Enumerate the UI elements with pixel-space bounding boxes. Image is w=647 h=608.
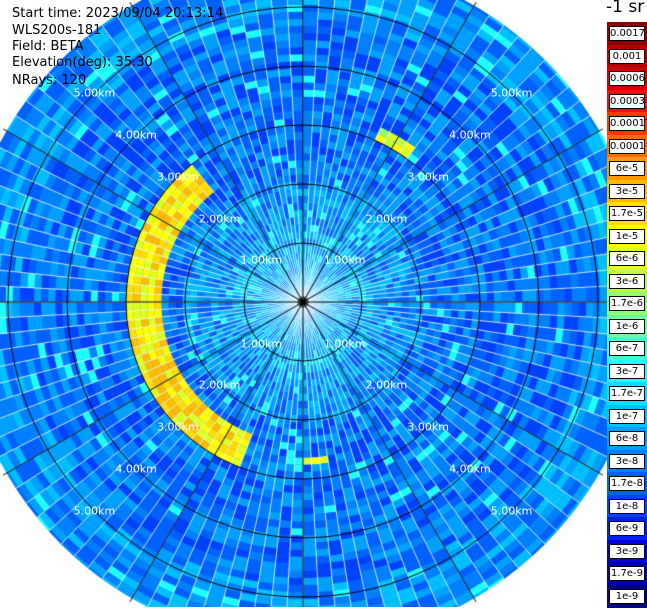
colorbar-label: 0.0003 bbox=[609, 94, 645, 109]
elevation-text: Elevation(deg): 35.30 bbox=[12, 55, 153, 70]
range-ring-label: 2.00km bbox=[366, 212, 408, 225]
colorbar-label: 3e-6 bbox=[609, 274, 645, 289]
colorbar-label: 6e-5 bbox=[609, 161, 645, 176]
field-text: Field: BETA bbox=[12, 39, 83, 54]
colorbar-label: 6e-9 bbox=[609, 521, 645, 536]
range-ring-label: 1.00km bbox=[240, 254, 282, 267]
colorbar-label: 3e-5 bbox=[609, 184, 645, 199]
colorbar-label: 3e-7 bbox=[609, 364, 645, 379]
range-ring-label: 5.00km bbox=[74, 87, 116, 100]
range-ring-label: 4.00km bbox=[449, 129, 491, 142]
range-ring-label: 2.00km bbox=[199, 379, 241, 392]
range-ring-label: 2.00km bbox=[199, 212, 241, 225]
range-ring-label: 5.00km bbox=[491, 504, 533, 517]
colorbar-label: 6e-6 bbox=[609, 251, 645, 266]
colorbar-label: 1e-9 bbox=[609, 589, 645, 604]
range-ring-label: 1.00km bbox=[324, 337, 366, 350]
range-ring-label: 3.00km bbox=[157, 421, 199, 434]
colorbar-label: 1.7e-8 bbox=[609, 476, 645, 491]
colorbar-label: 1.7e-9 bbox=[609, 566, 645, 581]
colorbar-label: 1e-6 bbox=[609, 319, 645, 334]
colorbar-label: 0.001 bbox=[609, 49, 645, 64]
colorbar-label: 0.0006 bbox=[609, 71, 645, 86]
colorbar-label: 1.7e-7 bbox=[609, 386, 645, 401]
range-ring-label: 1.00km bbox=[240, 337, 282, 350]
range-ring-label: 3.00km bbox=[407, 170, 449, 183]
range-ring-label: 5.00km bbox=[491, 87, 533, 100]
range-ring-label: 4.00km bbox=[115, 462, 157, 475]
colorbar-label: 3e-9 bbox=[609, 544, 645, 559]
colorbar-label: 6e-7 bbox=[609, 341, 645, 356]
colorbar-label: 0.0017 bbox=[609, 26, 645, 41]
instrument-text: WLS200s-181 bbox=[12, 23, 101, 38]
colorbar-label: 3e-8 bbox=[609, 454, 645, 469]
colorbar: 0.0017 0.001 0.0006 0.0003 0.00017 0.0001 6e-5… bbox=[607, 22, 647, 607]
colorbar-label: 1e-5 bbox=[609, 229, 645, 244]
colorbar-label: 0.0001 bbox=[609, 139, 645, 154]
colorbar-label: 0.00017 bbox=[609, 116, 645, 131]
colorbar-label: 1e-8 bbox=[609, 499, 645, 514]
colorbar-label: 6e-8 bbox=[609, 431, 645, 446]
range-ring-label: 3.00km bbox=[407, 421, 449, 434]
colorbar-label: 1.7e-6 bbox=[609, 296, 645, 311]
range-ring-label: 2.00km bbox=[366, 379, 408, 392]
start-time-text: Start time: 2023/09/04 20:13:14 bbox=[12, 6, 223, 21]
nrays-text: NRays: 120 bbox=[12, 73, 86, 88]
range-ring-label: 5.00km bbox=[74, 504, 116, 517]
colorbar-title: -1 sr bbox=[606, 0, 644, 17]
range-ring-label: 4.00km bbox=[115, 129, 157, 142]
range-ring-label: 4.00km bbox=[449, 462, 491, 475]
range-ring-label: 3.00km bbox=[157, 170, 199, 183]
colorbar-label: 1.7e-5 bbox=[609, 206, 645, 221]
colorbar-label: 1e-7 bbox=[609, 409, 645, 424]
range-ring-label: 1.00km bbox=[324, 254, 366, 267]
